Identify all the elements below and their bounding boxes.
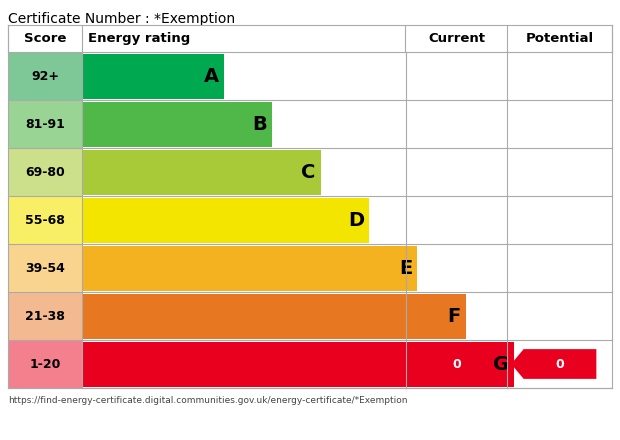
Bar bbox=[82, 148, 612, 196]
Bar bbox=[82, 198, 369, 242]
Bar bbox=[82, 150, 321, 194]
Bar bbox=[8, 52, 82, 100]
Bar bbox=[82, 100, 612, 148]
Bar bbox=[82, 341, 514, 386]
Bar bbox=[82, 52, 612, 100]
Bar bbox=[82, 293, 466, 338]
Text: Current: Current bbox=[428, 32, 485, 45]
Text: https://find-energy-certificate.digital.communities.gov.uk/energy-certificate/*E: https://find-energy-certificate.digital.… bbox=[8, 396, 407, 405]
Bar bbox=[82, 54, 224, 99]
Text: D: D bbox=[348, 210, 364, 230]
Text: A: A bbox=[204, 66, 219, 85]
Text: 69-80: 69-80 bbox=[25, 165, 65, 179]
Text: Certificate Number : *Exemption: Certificate Number : *Exemption bbox=[8, 12, 235, 26]
Text: Energy rating: Energy rating bbox=[88, 32, 190, 45]
Text: 1-20: 1-20 bbox=[29, 357, 61, 370]
Text: 21-38: 21-38 bbox=[25, 309, 65, 323]
Bar bbox=[8, 100, 82, 148]
Bar bbox=[8, 148, 82, 196]
Text: E: E bbox=[399, 259, 412, 278]
Text: 81-91: 81-91 bbox=[25, 117, 65, 131]
Text: 0: 0 bbox=[452, 357, 461, 370]
Bar bbox=[8, 196, 82, 244]
Bar bbox=[82, 340, 612, 388]
Text: F: F bbox=[447, 307, 461, 326]
Text: C: C bbox=[301, 162, 316, 181]
Text: G: G bbox=[493, 355, 509, 374]
Bar bbox=[82, 244, 612, 292]
Text: Score: Score bbox=[24, 32, 66, 45]
Text: Potential: Potential bbox=[526, 32, 594, 45]
Bar bbox=[82, 102, 272, 147]
Text: 55-68: 55-68 bbox=[25, 213, 65, 227]
Polygon shape bbox=[407, 349, 493, 379]
Bar bbox=[8, 340, 82, 388]
Text: 0: 0 bbox=[556, 357, 564, 370]
Bar bbox=[8, 244, 82, 292]
Bar bbox=[8, 25, 612, 52]
Text: 39-54: 39-54 bbox=[25, 261, 65, 275]
Polygon shape bbox=[511, 349, 596, 379]
Bar bbox=[8, 292, 82, 340]
Bar bbox=[82, 246, 417, 290]
Bar bbox=[82, 292, 612, 340]
Text: B: B bbox=[252, 114, 267, 133]
Text: 92+: 92+ bbox=[31, 70, 59, 83]
Bar bbox=[82, 196, 612, 244]
